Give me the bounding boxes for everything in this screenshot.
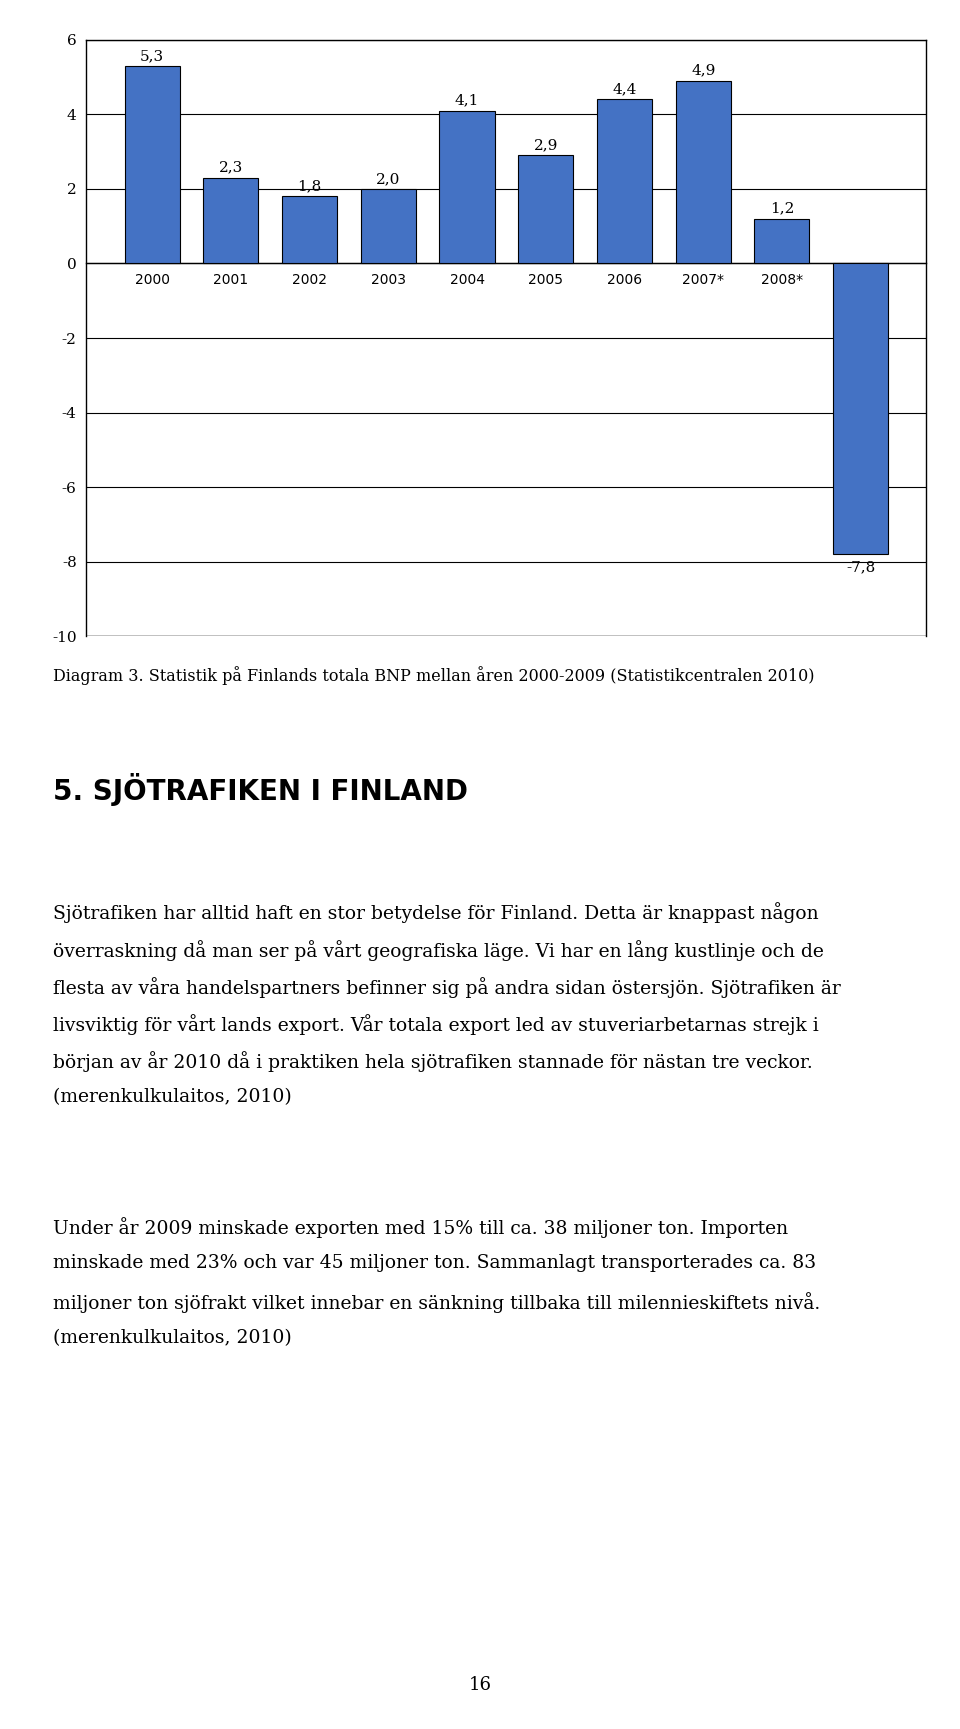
Text: början av år 2010 då i praktiken hela sjötrafiken stannade för nästan tre veckor: början av år 2010 då i praktiken hela sj… <box>53 1051 812 1072</box>
Text: 4,9: 4,9 <box>691 64 715 78</box>
Bar <box>676 81 731 263</box>
Bar <box>755 220 809 263</box>
Text: (merenkulkulaitos, 2010): (merenkulkulaitos, 2010) <box>53 1330 292 1347</box>
Text: 2,3: 2,3 <box>219 161 243 175</box>
Bar <box>361 188 416 263</box>
Text: minskade med 23% och var 45 miljoner ton. Sammanlagt transporterades ca. 83: minskade med 23% och var 45 miljoner ton… <box>53 1255 816 1273</box>
Bar <box>440 111 494 263</box>
Text: 4,4: 4,4 <box>612 83 636 97</box>
Text: Sjötrafiken har alltid haft en stor betydelse för Finland. Detta är knappast någ: Sjötrafiken har alltid haft en stor bety… <box>53 903 819 923</box>
Bar <box>125 66 180 263</box>
Text: 2,9: 2,9 <box>534 138 558 152</box>
Text: miljoner ton sjöfrakt vilket innebar en sänkning tillbaka till milennieskiftets : miljoner ton sjöfrakt vilket innebar en … <box>53 1292 820 1312</box>
Text: 16: 16 <box>468 1677 492 1694</box>
Text: 4,1: 4,1 <box>455 93 479 107</box>
Text: överraskning då man ser på vårt geografiska läge. Vi har en lång kustlinje och d: överraskning då man ser på vårt geografi… <box>53 941 824 961</box>
Text: (merenkulkulaitos, 2010): (merenkulkulaitos, 2010) <box>53 1089 292 1107</box>
Text: 5,3: 5,3 <box>140 48 164 62</box>
Text: Diagram 3. Statistik på Finlands totala BNP mellan åren 2000-2009 (Statistikcent: Diagram 3. Statistik på Finlands totala … <box>53 666 814 685</box>
Bar <box>833 263 888 555</box>
Text: 2,0: 2,0 <box>376 171 400 187</box>
Bar <box>282 197 337 263</box>
Text: Under år 2009 minskade exporten med 15% till ca. 38 miljoner ton. Importen: Under år 2009 minskade exporten med 15% … <box>53 1217 788 1238</box>
Text: flesta av våra handelspartners befinner sig på andra sidan östersjön. Sjötrafike: flesta av våra handelspartners befinner … <box>53 977 841 998</box>
Bar <box>597 100 652 263</box>
Text: 1,2: 1,2 <box>770 202 794 216</box>
Text: 5. SJÖTRAFIKEN I FINLAND: 5. SJÖTRAFIKEN I FINLAND <box>53 773 468 806</box>
Bar <box>518 156 573 263</box>
Bar <box>204 178 258 263</box>
Text: -7,8: -7,8 <box>846 560 876 574</box>
Text: livsviktig för vårt lands export. Vår totala export led av stuveriarbetarnas str: livsviktig för vårt lands export. Vår to… <box>53 1013 819 1036</box>
Text: 1,8: 1,8 <box>298 180 322 194</box>
